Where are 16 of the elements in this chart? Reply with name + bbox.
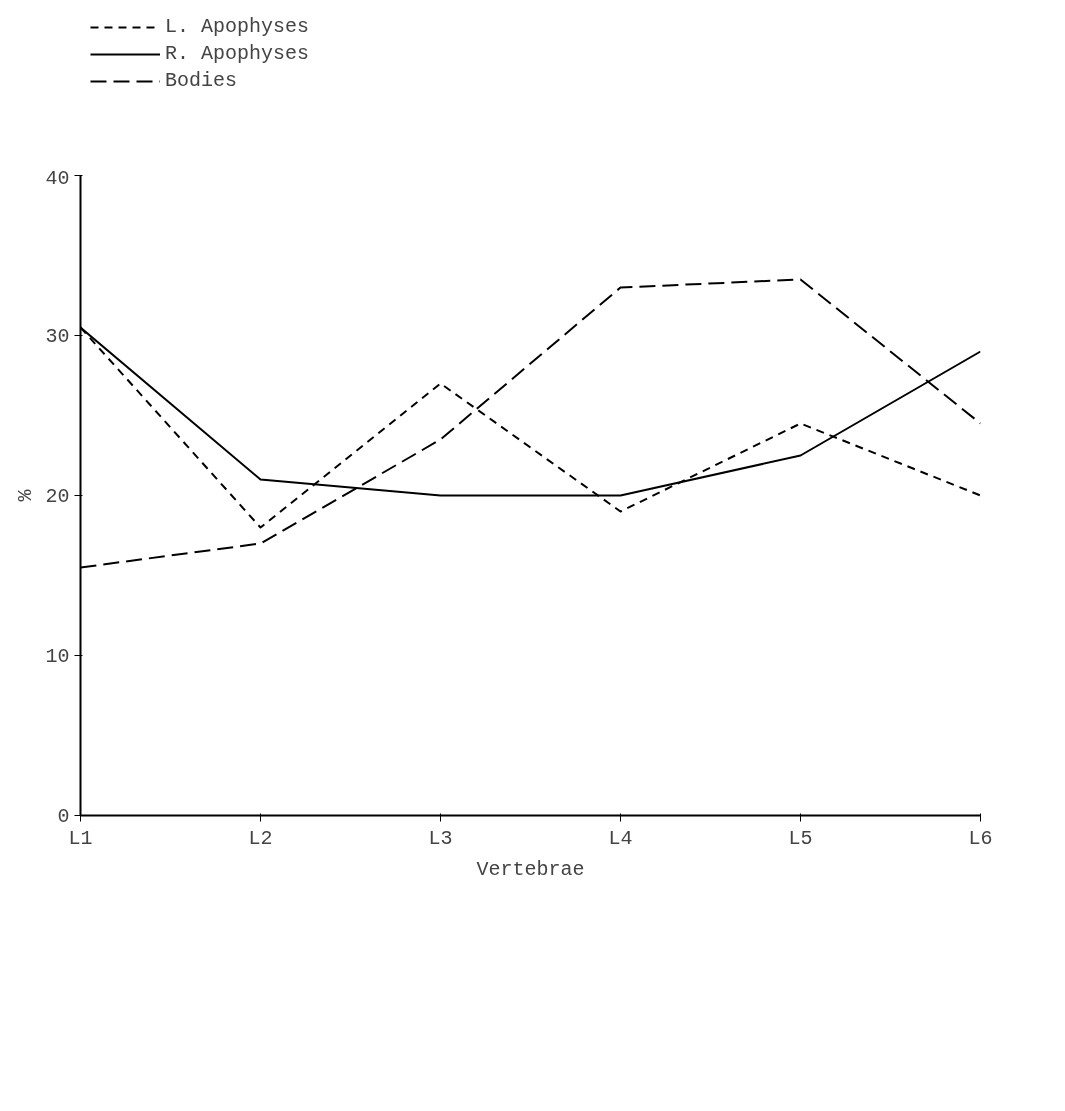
legend-label: L. Apophyses [165,15,310,38]
y-tick-label: 40 [45,166,70,190]
y-tick-label: 10 [45,645,70,668]
x-tick-label: L5 [788,826,813,850]
y-tick-label: 0 [57,805,70,828]
legend-label: R. Apophyses [165,42,310,65]
legend-label: Bodies [165,69,238,92]
x-tick-label: L2 [248,826,273,850]
y-tick-label: 30 [45,325,70,348]
y-tick-label: 20 [45,485,70,508]
x-tick-label: L3 [428,826,453,850]
x-tick-label: L4 [608,826,633,850]
x-axis-title: Vertebrae [476,857,585,881]
x-tick-label: L6 [968,826,993,850]
y-axis-title: % [14,488,38,502]
x-tick-label: L1 [68,826,93,850]
